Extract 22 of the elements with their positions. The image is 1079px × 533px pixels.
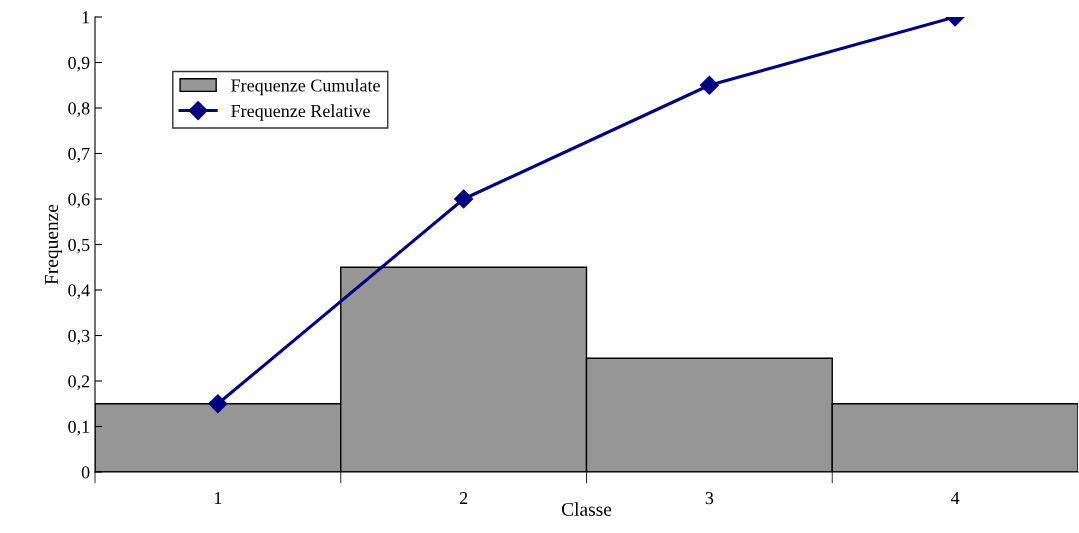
y-tick-label: 0,5 <box>68 238 90 254</box>
y-tick-label: 0,2 <box>68 375 90 391</box>
x-tick-label: 3 <box>705 492 714 505</box>
x-tick-label: 4 <box>950 492 960 504</box>
y-tick-label: 0,9 <box>68 56 90 72</box>
point <box>208 394 228 414</box>
x-tick-label: 2 <box>459 492 468 504</box>
point <box>454 189 474 209</box>
y-tick-label: 0,3 <box>68 329 90 345</box>
y-tick-label: 0,6 <box>68 193 90 209</box>
legend-label: Frequenze Cumulate <box>231 78 380 96</box>
legend-label: Frequenze Relative <box>231 104 370 121</box>
y-tick-label: 0 <box>81 466 90 479</box>
y-axis-title: Frequenze <box>45 204 63 285</box>
y-tick-label: 1 <box>82 11 90 24</box>
x-tick-label: 1 <box>214 492 222 504</box>
y-tick-label: 0,1 <box>68 420 90 436</box>
y-tick-label: 0,8 <box>68 102 90 118</box>
point <box>699 75 719 95</box>
y-tick-label: 0,7 <box>68 147 90 163</box>
y-tick-label: 0,4 <box>68 284 90 300</box>
x-axis-title: Classe <box>561 502 612 516</box>
